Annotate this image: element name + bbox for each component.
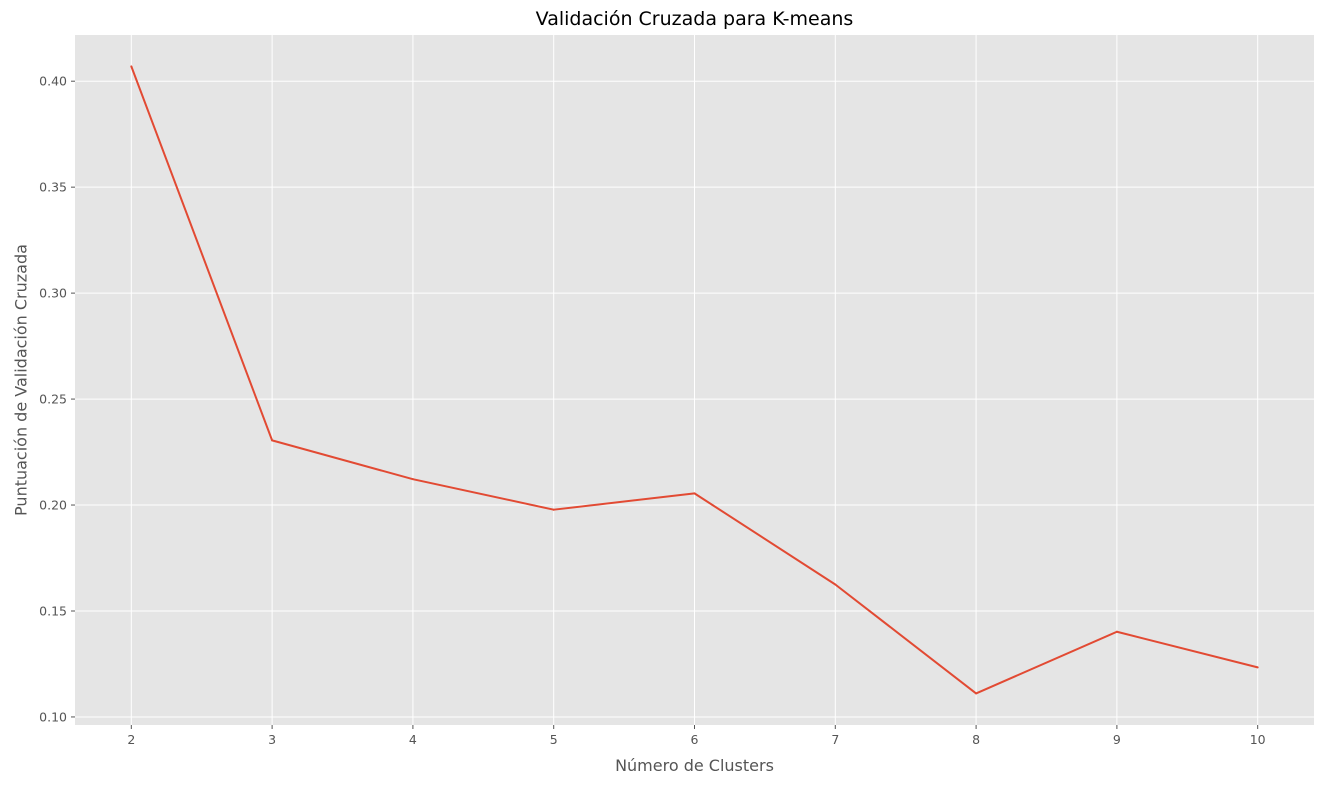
x-tick-label: 5 [550, 732, 558, 747]
data-point [552, 508, 555, 511]
x-tick-label: 4 [409, 732, 417, 747]
y-tick-label: 0.30 [39, 286, 67, 301]
y-tick-label: 0.20 [39, 498, 67, 513]
x-tick-label: 6 [691, 732, 699, 747]
x-tick-label: 10 [1250, 732, 1266, 747]
axis-ticks: 2 3 4 5 6 7 8 9 10 0.10 0.15 0.20 0.25 0.30 0.35 0.40 [39, 74, 1266, 747]
data-point [271, 439, 274, 442]
x-axis-title: Número de Clusters [615, 756, 774, 775]
data-point [1256, 666, 1259, 669]
grid-lines [75, 35, 1314, 725]
data-point [411, 478, 414, 481]
y-tick-label: 0.15 [39, 603, 67, 618]
data-point [975, 692, 978, 695]
data-point [693, 492, 696, 495]
y-tick-label: 0.10 [39, 709, 67, 724]
series-layer [130, 65, 1259, 695]
x-tick-label: 3 [268, 732, 276, 747]
x-tick-label: 2 [127, 732, 135, 747]
y-tick-label: 0.40 [39, 74, 67, 89]
data-point [834, 583, 837, 586]
data-point [130, 65, 133, 68]
x-tick-label: 9 [1113, 732, 1121, 747]
x-tick-label: 7 [831, 732, 839, 747]
y-tick-label: 0.25 [39, 392, 67, 407]
chart-title: Validación Cruzada para K-means [536, 8, 854, 30]
y-axis-title: Puntuación de Validación Cruzada [12, 244, 31, 516]
data-point [1115, 630, 1118, 633]
x-tick-label: 8 [972, 732, 980, 747]
y-tick-label: 0.35 [39, 180, 67, 195]
